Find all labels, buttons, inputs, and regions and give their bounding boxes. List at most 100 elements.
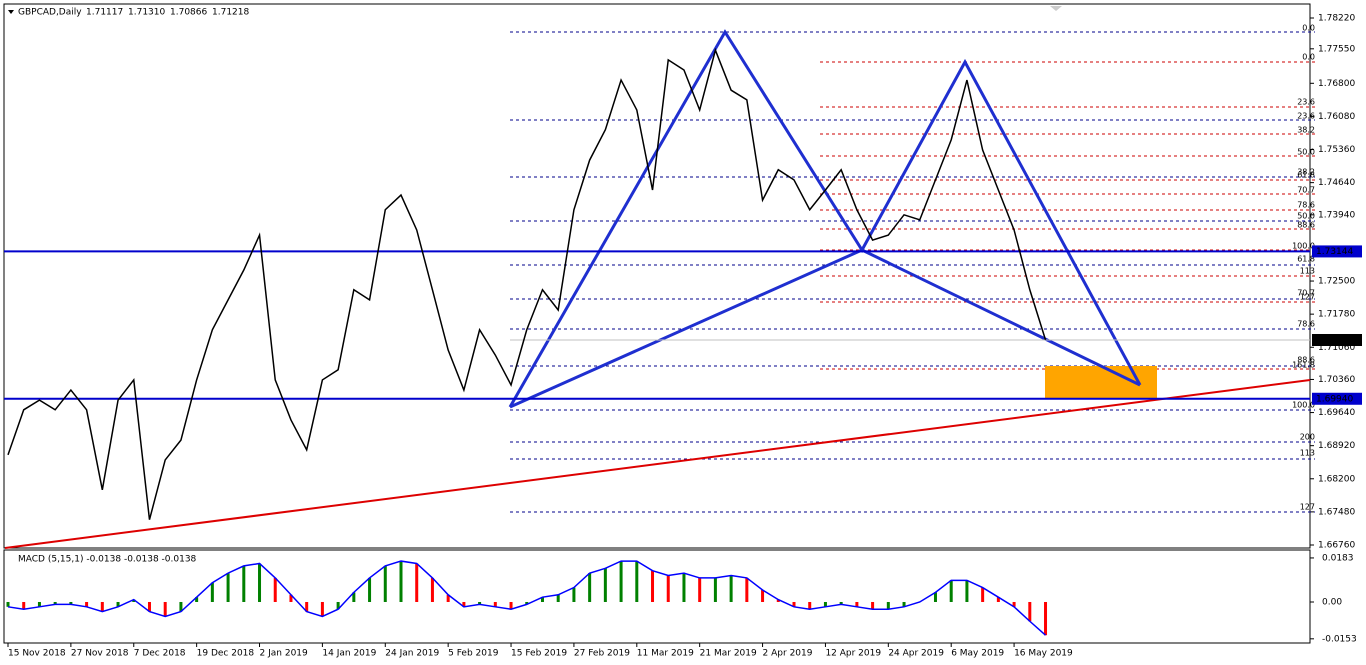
macd-bar: [855, 601, 859, 607]
x-tick-label: 16 May 2019: [1014, 649, 1073, 659]
macd-bar: [933, 592, 937, 602]
y-tick-label: 1.69640: [1318, 408, 1355, 418]
trend-line: [4, 379, 1311, 549]
price-label: 1.69940: [1316, 394, 1353, 404]
macd-bar: [1044, 601, 1048, 636]
macd-bar: [273, 577, 277, 602]
fib-label: 78.6: [1297, 320, 1315, 329]
x-tick-label: 21 Mar 2019: [700, 649, 757, 659]
macd-bar: [37, 601, 41, 607]
y-tick-label: 1.71780: [1318, 310, 1355, 320]
macd-bar: [540, 597, 544, 602]
macd-bar: [116, 601, 120, 607]
macd-bar: [242, 565, 246, 602]
macd-bar: [871, 601, 875, 610]
macd-bar: [682, 573, 686, 602]
x-tick-label: 5 Feb 2019: [448, 649, 499, 659]
fib-label: 88.6: [1297, 356, 1315, 365]
macd-bar: [635, 561, 639, 602]
macd-bar: [258, 563, 262, 602]
macd-bar: [745, 577, 749, 602]
price-label: 1.73144: [1316, 247, 1353, 257]
fib-label: 200: [1300, 433, 1315, 442]
x-tick-label: 15 Feb 2019: [511, 649, 567, 659]
y-tick-label: 1.70360: [1318, 375, 1355, 385]
macd-bar: [179, 601, 183, 612]
y-tick-label: 1.76080: [1318, 112, 1355, 122]
y-tick-label: 1.68920: [1318, 441, 1355, 451]
fib-label: 100.0: [1292, 401, 1315, 410]
macd-bar: [981, 587, 985, 602]
fib-label: 78.6: [1297, 201, 1315, 210]
macd-pane: [3, 549, 1311, 644]
fib-label: 38.2: [1297, 126, 1315, 135]
macd-bar: [69, 601, 73, 605]
macd-bar: [729, 575, 733, 602]
main-pane: [3, 3, 1311, 549]
price-label: 1.71218: [1316, 335, 1353, 345]
fib-label: 88.6: [1297, 221, 1315, 230]
fib-label: 0.0: [1302, 53, 1315, 62]
macd-bar: [556, 594, 560, 602]
fib-label: 61.8: [1297, 255, 1315, 264]
y-tick-label: 1.78220: [1318, 14, 1355, 24]
y-tick-label: 1.71060: [1318, 343, 1355, 353]
macd-bar: [132, 599, 136, 602]
x-tick-label: 24 Apr 2019: [888, 649, 944, 659]
macd-bar: [53, 601, 57, 605]
macd-bar: [226, 573, 230, 602]
fib-label: 23.6: [1297, 112, 1315, 121]
x-tick-label: 2 Jan 2019: [260, 649, 308, 659]
macd-bar: [965, 580, 969, 602]
fib-label: 127: [1300, 293, 1315, 302]
ohlc-value: 1.71310: [128, 8, 165, 18]
macd-bar: [509, 601, 513, 610]
macd-bar: [525, 601, 529, 605]
price-label-bg: [1312, 333, 1362, 346]
y-tick-label: 1.77550: [1318, 44, 1355, 54]
macd-bar: [163, 601, 167, 617]
y-tick-label: 1.75360: [1318, 145, 1355, 155]
fib-label: 70.7: [1297, 186, 1315, 195]
x-tick-label: 11 Mar 2019: [637, 649, 694, 659]
macd-bar: [6, 601, 10, 607]
ohlc-value: 1.71218: [212, 8, 249, 18]
target-zone: [1045, 366, 1157, 398]
fib-label: 100.0: [1292, 242, 1315, 251]
scroll-marker: [1050, 6, 1062, 11]
dropdown-arrow: [8, 10, 14, 14]
fib-label: 113: [1300, 449, 1315, 458]
macd-bar: [383, 565, 387, 602]
price-label-bg: [1312, 392, 1362, 405]
macd-bar: [352, 592, 356, 602]
y-tick-label: 1.66760: [1318, 541, 1355, 551]
macd-bar: [823, 601, 827, 607]
macd-bar: [776, 599, 780, 602]
macd-bar: [713, 577, 717, 602]
macd-bar: [698, 577, 702, 602]
y-tick-label: 1.73940: [1318, 210, 1355, 220]
price-label-bg: [1312, 245, 1362, 258]
macd-bar: [603, 568, 607, 602]
macd-bar: [289, 594, 293, 602]
y-tick-label: 1.76800: [1318, 79, 1355, 89]
macd-bar: [446, 594, 450, 602]
macd-bar: [336, 601, 340, 610]
macd-bar: [1012, 601, 1016, 607]
x-tick-label: 6 May 2019: [951, 649, 1004, 659]
macd-bar: [619, 561, 623, 602]
fib-label: 50.0: [1297, 148, 1315, 157]
macd-bar: [839, 601, 843, 605]
y-tick-label: 1.67480: [1318, 507, 1355, 517]
macd-bar: [572, 587, 576, 602]
macd-bar: [368, 577, 372, 602]
x-tick-label: 19 Dec 2018: [197, 649, 255, 659]
y-tick-label: 1.72500: [1318, 277, 1355, 287]
ohlc-value: 1.71117: [86, 8, 123, 18]
fib-label: 23.6: [1297, 98, 1315, 107]
macd-bar: [886, 601, 890, 610]
macd-tick-label: 0.00: [1322, 597, 1342, 607]
macd-bar: [666, 575, 670, 602]
